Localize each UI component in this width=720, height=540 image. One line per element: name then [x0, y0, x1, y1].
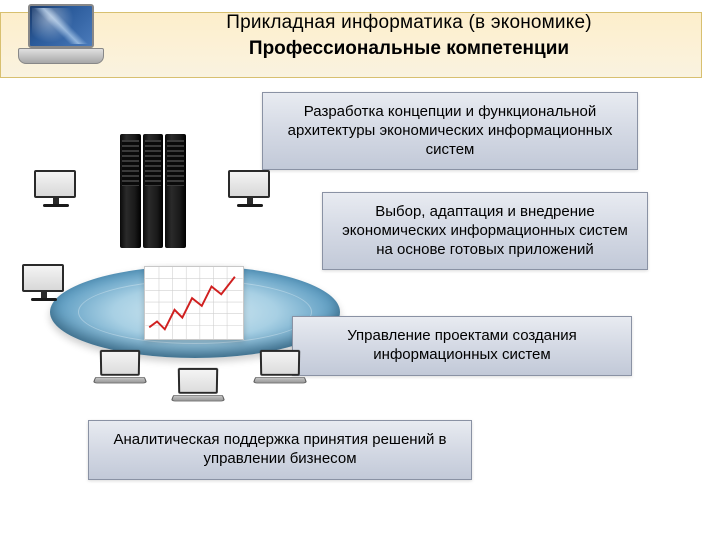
chart-panel — [144, 266, 244, 340]
callout-4: Аналитическая поддержка принятия решений… — [88, 420, 472, 480]
callout-3: Управление проектами создания информацио… — [292, 316, 632, 376]
title-subtitle: Прикладная информатика (в экономике) — [118, 12, 700, 34]
content-area: Разработка концепции и функциональной ар… — [0, 86, 720, 540]
callout-1: Разработка концепции и функциональной ар… — [262, 92, 638, 170]
laptop-small-icon — [252, 350, 308, 390]
title-main: Профессиональные компетенции — [118, 38, 700, 60]
header-text: Прикладная информатика (в экономике) Про… — [118, 12, 700, 60]
server-rack-icon — [120, 134, 186, 248]
monitor-icon — [228, 170, 272, 210]
callout-2: Выбор, адаптация и внедрение экономическ… — [322, 192, 648, 270]
monitor-icon — [22, 264, 66, 304]
monitor-icon — [34, 170, 78, 210]
laptop-small-icon — [170, 368, 226, 408]
laptop-icon — [12, 0, 112, 72]
slide: Прикладная информатика (в экономике) Про… — [0, 0, 720, 540]
laptop-small-icon — [92, 350, 148, 390]
